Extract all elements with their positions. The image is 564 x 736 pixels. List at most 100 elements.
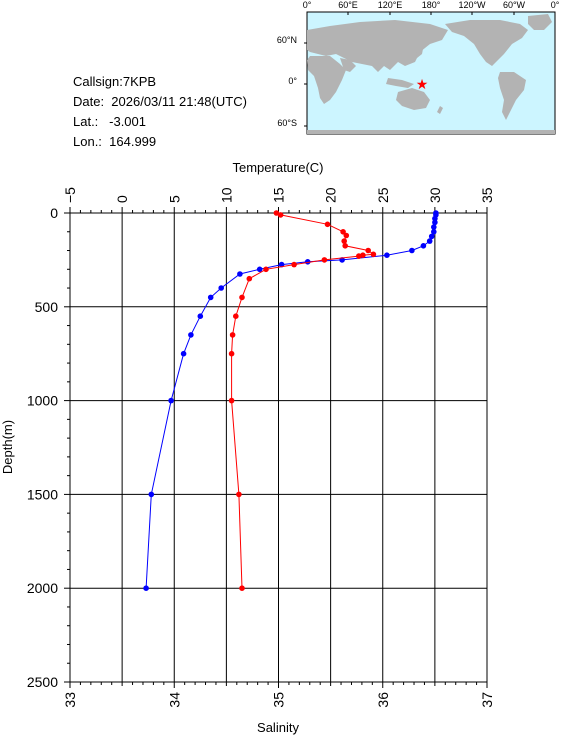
temperature-point xyxy=(432,219,438,226)
map-lat-label: 60°N xyxy=(277,35,297,45)
salinity-tick-label: 37 xyxy=(479,692,495,708)
map-lat-label: 0° xyxy=(288,76,297,86)
land-antarctica xyxy=(307,130,555,134)
station-marker: ★ xyxy=(416,77,429,93)
latitude-text: Lat.: -3.001 xyxy=(73,114,146,129)
longitude-text: Lon.: 164.999 xyxy=(73,134,157,149)
salinity-point xyxy=(343,232,350,239)
temperature-point xyxy=(256,266,263,273)
depth-tick-label: 1500 xyxy=(27,486,58,502)
map-lon-label: 120°W xyxy=(458,0,486,10)
temperature-point xyxy=(197,313,204,320)
salinity-point xyxy=(291,261,297,268)
map-lon-labels: 0° 60°E 120°E 180° 120°W 60°W 0° xyxy=(303,0,560,10)
salinity-point xyxy=(229,332,236,338)
salinity-point xyxy=(246,275,253,282)
salinity-point xyxy=(239,585,245,591)
salinity-point xyxy=(273,210,280,216)
temperature-tick-label: 0 xyxy=(114,195,130,203)
temperature-tick-label: 30 xyxy=(427,187,443,203)
profile-chart: −5 0 5 10 15 20 25 30 35 33 34 35 36 37 0 500 1000 1500… xyxy=(0,160,495,735)
land-africa xyxy=(307,56,346,104)
temperature-axis-title: Temperature(C) xyxy=(232,160,323,175)
salinity-point xyxy=(263,266,269,273)
grid xyxy=(69,212,488,683)
callsign-text: Callsign:7KPB xyxy=(73,74,157,89)
salinity-tick-labels: 33 34 35 36 37 xyxy=(62,692,495,708)
temperature-tick-label: 5 xyxy=(166,195,182,203)
depth-tick-label: 1000 xyxy=(27,393,58,409)
temperature-tick-labels: −5 0 5 10 15 20 25 30 35 xyxy=(62,187,495,203)
series-layer xyxy=(143,210,439,591)
ticks xyxy=(64,207,488,688)
salinity-point xyxy=(342,243,349,249)
land-south-america xyxy=(498,72,526,120)
salinity-point xyxy=(370,251,377,258)
world-map: 0° 60°E 120°E 180° 120°W 60°W 0° 60°N 0°… xyxy=(277,0,560,135)
station-info: Callsign:7KPB Date: 2026/03/11 21:48(UTC… xyxy=(73,72,247,152)
temperature-point xyxy=(420,243,427,249)
map-lon-label: 0° xyxy=(551,0,560,10)
land-eurasia xyxy=(307,20,448,72)
land-north-america xyxy=(445,20,528,66)
map-land xyxy=(307,14,555,134)
temperature-point xyxy=(207,294,214,301)
land-arabia xyxy=(340,58,356,72)
salinity-series xyxy=(228,210,377,591)
salinity-point xyxy=(341,238,348,244)
depth-tick-labels: 0 500 1000 1500 2000 2500 xyxy=(27,205,58,690)
map-ticks xyxy=(304,12,556,127)
salinity-tick-label: 36 xyxy=(375,692,391,708)
salinity-point xyxy=(321,257,328,263)
salinity-point xyxy=(228,397,235,404)
map-lon-label: 0° xyxy=(303,0,312,10)
map-lat-labels: 60°N 0° 60°S xyxy=(277,35,298,128)
temperature-point xyxy=(218,285,224,291)
salinity-point xyxy=(356,253,362,259)
salinity-point xyxy=(228,350,235,357)
temperature-tick-label: 15 xyxy=(271,187,287,203)
salinity-point xyxy=(365,247,372,254)
map-lon-label: 120°E xyxy=(378,0,403,10)
land-indonesia xyxy=(386,78,414,88)
salinity-tick-label: 34 xyxy=(166,692,182,708)
salinity-point xyxy=(239,294,245,301)
temperature-point xyxy=(237,271,243,277)
depth-tick-label: 2500 xyxy=(27,674,58,690)
salinity-axis-title: Salinity xyxy=(257,720,299,735)
land-japan xyxy=(416,40,424,58)
temperature-point xyxy=(431,229,437,235)
depth-axis-title: Depth(m) xyxy=(0,420,15,474)
date-text: Date: 2026/03/11 21:48(UTC) xyxy=(73,94,247,109)
salinity-point xyxy=(340,229,346,235)
temperature-point xyxy=(426,238,433,244)
depth-tick-label: 500 xyxy=(35,299,59,315)
map-lon-label: 60°E xyxy=(338,0,358,10)
temperature-tick-label: −5 xyxy=(62,187,78,203)
salinity-point xyxy=(324,221,331,228)
temperature-point xyxy=(188,332,194,338)
map-lat-label: 60°S xyxy=(277,118,297,128)
temperature-tick-label: 35 xyxy=(479,187,495,203)
temperature-point xyxy=(384,252,390,258)
temperature-tick-label: 25 xyxy=(375,187,391,203)
temperature-point xyxy=(431,224,437,230)
temperature-point xyxy=(143,585,149,591)
temperature-point xyxy=(180,350,187,357)
salinity-point xyxy=(277,212,284,218)
land-australia xyxy=(396,88,430,110)
land-new-zealand xyxy=(437,106,443,114)
map-lon-label: 180° xyxy=(422,0,441,10)
temperature-point xyxy=(148,491,155,498)
land-greenland xyxy=(528,14,552,30)
salinity-point xyxy=(236,491,242,498)
temperature-point xyxy=(168,397,174,404)
temperature-tick-label: 20 xyxy=(323,187,339,203)
depth-tick-label: 2000 xyxy=(27,580,58,596)
temperature-tick-label: 10 xyxy=(218,187,234,203)
temperature-point xyxy=(428,233,435,240)
salinity-tick-label: 33 xyxy=(62,692,78,708)
salinity-tick-label: 35 xyxy=(271,692,287,708)
map-lon-label: 60°W xyxy=(503,0,526,10)
